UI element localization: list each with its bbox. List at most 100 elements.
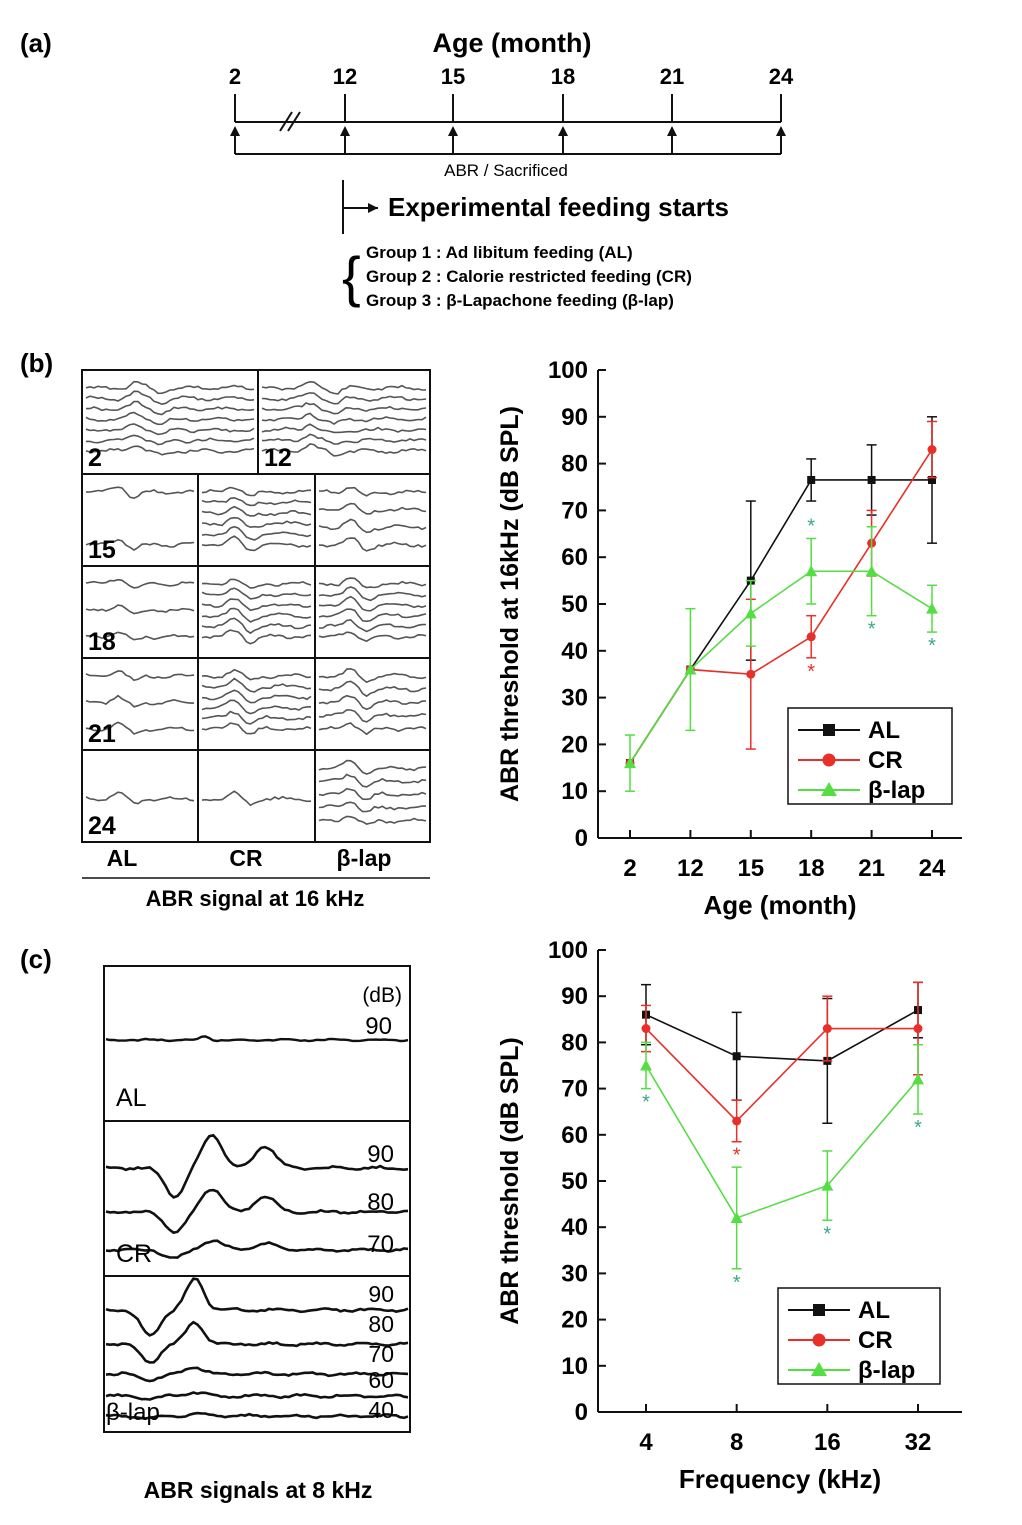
trace-level-label: 90 xyxy=(368,1281,394,1307)
y-tick-label: 60 xyxy=(561,1122,588,1149)
data-point xyxy=(928,475,936,484)
abr-trace xyxy=(105,1239,409,1259)
abr-trace xyxy=(318,680,427,698)
grid-b-frame xyxy=(81,369,431,843)
abr-trace xyxy=(201,629,312,645)
abr-trace xyxy=(318,694,427,711)
group-3-text: Group 3 : β-Lapachone feeding (β-lap) xyxy=(366,291,674,310)
significance-mark: * xyxy=(823,1223,831,1245)
x-tick-label: 12 xyxy=(677,855,704,882)
significance-mark: * xyxy=(914,1117,922,1139)
abr-16khz-grid: 2 12 15 18 21 24 xyxy=(81,369,431,843)
grid-b-age-label: 21 xyxy=(88,720,116,748)
abr-trace xyxy=(318,618,427,633)
group-name-label: β-lap xyxy=(106,1399,160,1426)
legend-label: CR xyxy=(858,1327,893,1354)
y-tick-label: 10 xyxy=(561,1353,588,1380)
y-tick-label: 80 xyxy=(561,1029,588,1056)
grid-b-col-blap: β-lap xyxy=(337,845,392,871)
data-point xyxy=(807,475,816,484)
y-tick-label: 70 xyxy=(561,1076,588,1103)
y-tick-label: 10 xyxy=(561,778,588,805)
data-point xyxy=(867,475,876,484)
abr-trace xyxy=(201,790,312,807)
legend-label: CR xyxy=(868,747,903,774)
timeline-tick-label: 24 xyxy=(769,64,794,89)
grid-b-col-al: AL xyxy=(107,845,138,871)
data-point xyxy=(913,1024,923,1034)
data-point xyxy=(641,1024,651,1034)
legend-label: β-lap xyxy=(858,1357,915,1384)
abr-trace xyxy=(85,380,255,395)
abr-trace xyxy=(261,402,427,415)
arrowhead-icon xyxy=(368,203,378,213)
abr-trace xyxy=(85,694,194,708)
y-tick-label: 100 xyxy=(548,937,588,964)
y-tick-label: 20 xyxy=(561,731,588,758)
legend-box xyxy=(787,707,953,805)
y-axis-title: ABR threshold at 16kHz (dB SPL) xyxy=(496,406,524,802)
legend-marker xyxy=(822,753,836,767)
legend-label: AL xyxy=(858,1297,890,1324)
panel-a-label: (a) xyxy=(20,28,52,58)
abr-trace xyxy=(85,423,255,436)
y-tick-label: 30 xyxy=(561,1260,588,1287)
significance-mark: * xyxy=(642,1092,650,1114)
significance-mark: * xyxy=(807,515,815,537)
axis-break-mark xyxy=(279,111,293,132)
abr-trace xyxy=(105,1133,409,1199)
abr-trace xyxy=(201,699,312,715)
abr-trace xyxy=(201,516,312,529)
y-tick-label: 80 xyxy=(561,451,588,478)
data-point xyxy=(806,632,816,642)
legend-label: β-lap xyxy=(868,777,925,804)
abr-trace xyxy=(201,535,312,552)
data-point xyxy=(624,757,636,769)
grid-b-col-cr: CR xyxy=(229,845,263,871)
significance-mark: * xyxy=(733,1272,741,1294)
timeline-tick-label: 15 xyxy=(441,64,465,89)
feeding-start-text: Experimental feeding starts xyxy=(388,192,729,222)
data-point xyxy=(746,669,756,679)
abr-trace xyxy=(201,496,312,507)
data-point xyxy=(744,607,757,619)
abr-trace xyxy=(318,773,427,788)
abr-trace xyxy=(261,380,427,395)
trace-level-label: 60 xyxy=(368,1367,394,1393)
traces-c-caption: ABR signals at 8 kHz xyxy=(144,1477,373,1503)
grid-b-age-label: 15 xyxy=(88,536,116,564)
y-tick-label: 100 xyxy=(548,357,588,384)
abr-trace xyxy=(86,400,255,416)
data-point xyxy=(640,1059,652,1071)
group-1-text: Group 1 : Ad libitum feeding (AL) xyxy=(366,243,633,262)
abr-trace xyxy=(201,617,312,635)
y-tick-label: 90 xyxy=(561,983,588,1010)
abr-trace xyxy=(261,433,427,445)
data-point xyxy=(927,445,937,455)
abr-trace xyxy=(318,801,427,813)
x-tick-label: 21 xyxy=(858,855,885,882)
legend-marker xyxy=(823,724,835,736)
abr-trace xyxy=(261,392,427,405)
series-line xyxy=(629,570,933,764)
x-axis-title: Age (month) xyxy=(703,890,856,920)
up-arrow-icon xyxy=(448,126,458,136)
y-tick-label: 0 xyxy=(575,1399,588,1426)
legend-marker xyxy=(821,782,837,796)
abr-trace xyxy=(201,587,312,600)
abr-trace xyxy=(318,586,427,602)
legend-box xyxy=(777,1287,941,1385)
panel-b-label: (b) xyxy=(20,348,53,378)
abr-trace xyxy=(105,1188,409,1235)
abr-trace xyxy=(85,721,194,735)
timeline: 2 12 15 18 21 24 xyxy=(229,64,794,155)
abr-trace xyxy=(105,1320,409,1364)
y-tick-label: 50 xyxy=(561,591,588,618)
abr-trace xyxy=(201,668,312,681)
timeline-tick-label: 2 xyxy=(229,64,241,89)
x-tick-label: 24 xyxy=(919,855,946,882)
trace-level-label: 80 xyxy=(368,1311,394,1337)
y-tick-label: 40 xyxy=(561,638,588,665)
